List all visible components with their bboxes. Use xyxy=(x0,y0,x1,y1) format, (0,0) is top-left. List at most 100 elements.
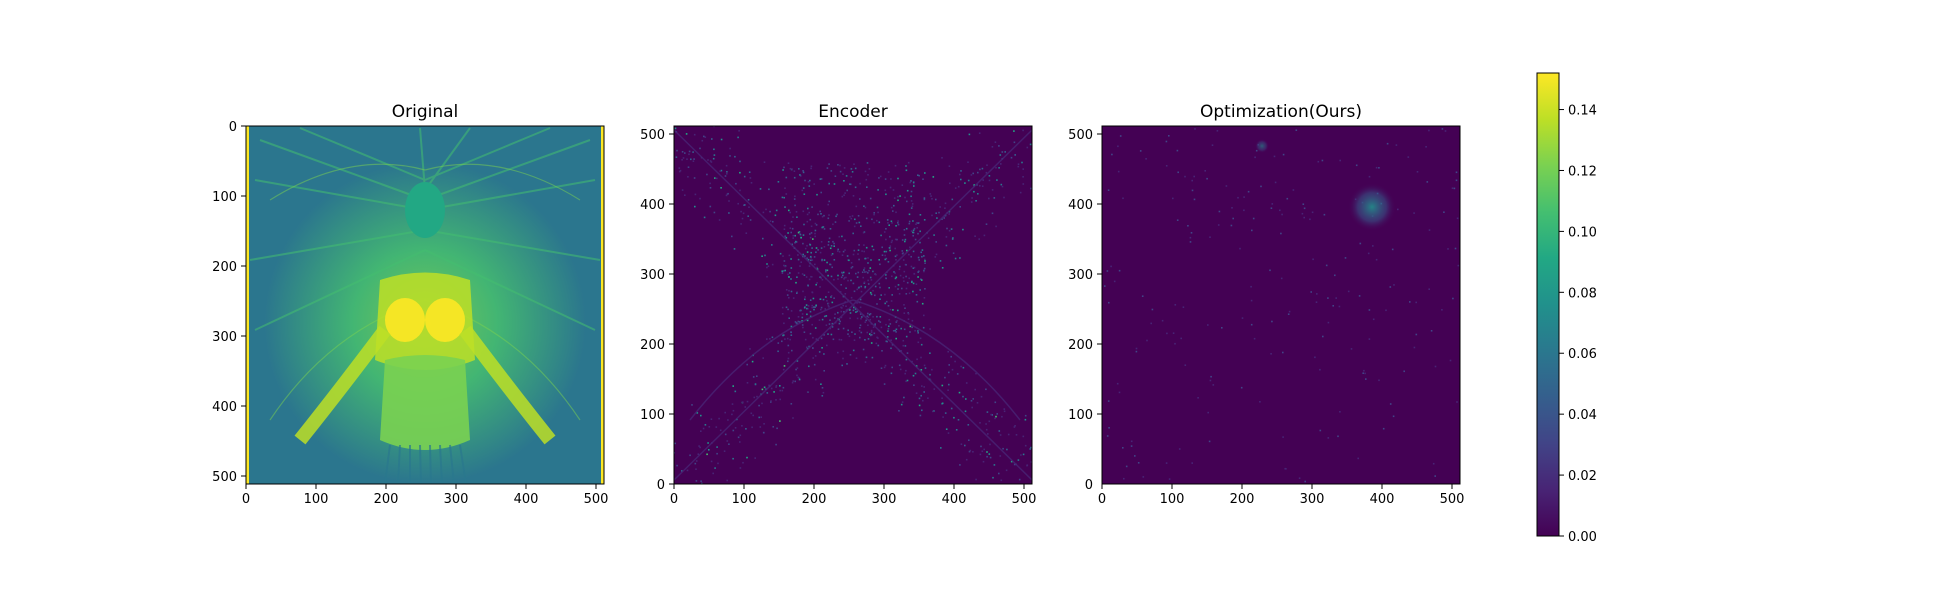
speckle xyxy=(812,238,814,240)
speckle xyxy=(726,440,729,442)
speckle xyxy=(1118,269,1121,272)
speckle xyxy=(906,379,909,382)
speckle xyxy=(883,231,886,233)
speckle xyxy=(1335,297,1337,299)
speckle xyxy=(866,315,869,318)
speckle xyxy=(857,271,860,274)
speckle xyxy=(890,241,893,244)
speckle xyxy=(763,423,765,425)
speckle xyxy=(831,326,834,328)
svg-text:100: 100 xyxy=(212,190,237,205)
speckle xyxy=(841,272,844,274)
speckle xyxy=(709,205,712,208)
speckle xyxy=(888,224,890,226)
speckle xyxy=(740,210,742,213)
speckle xyxy=(859,298,862,301)
speckle xyxy=(864,321,867,323)
speckle xyxy=(860,331,863,334)
speckle xyxy=(1455,171,1458,174)
speckle xyxy=(804,179,806,182)
speckle xyxy=(1206,177,1208,180)
speckle xyxy=(897,284,900,286)
speckle xyxy=(816,266,818,269)
speckle xyxy=(823,370,825,372)
speckle xyxy=(832,240,834,243)
speckle xyxy=(841,195,844,198)
speckle xyxy=(1428,229,1431,231)
speckle xyxy=(1004,151,1006,153)
speckle xyxy=(982,179,984,181)
speckle xyxy=(1279,209,1281,212)
speckle xyxy=(909,246,911,249)
speckle xyxy=(739,467,742,469)
speckle xyxy=(748,206,750,208)
speckle xyxy=(1359,242,1362,245)
speckle xyxy=(967,179,970,182)
speckle xyxy=(1151,308,1154,311)
speckle xyxy=(962,228,964,231)
speckle xyxy=(781,389,784,392)
speckle xyxy=(788,296,790,299)
speckle xyxy=(972,451,974,453)
speckle xyxy=(769,220,772,222)
speckle xyxy=(920,279,923,281)
speckle xyxy=(913,185,915,187)
speckle xyxy=(798,377,801,380)
speckle xyxy=(707,159,709,161)
speckle xyxy=(1415,301,1417,304)
speckle xyxy=(892,330,895,332)
speckle xyxy=(905,169,908,172)
speckle xyxy=(738,130,740,132)
speckle xyxy=(923,197,926,199)
speckle xyxy=(842,304,844,307)
speckle xyxy=(924,288,926,290)
speckle xyxy=(924,262,926,264)
speckle xyxy=(988,175,991,177)
speckle xyxy=(877,211,879,214)
svg-text:200: 200 xyxy=(374,492,399,507)
speckle xyxy=(731,403,734,405)
speckle xyxy=(851,215,854,217)
speckle xyxy=(898,410,900,412)
colorbar: 0.000.020.040.060.080.100.120.14 xyxy=(1536,72,1597,545)
speckle xyxy=(984,492,986,494)
speckle xyxy=(786,294,789,296)
speckle xyxy=(1317,160,1320,163)
speckle xyxy=(791,381,794,384)
speckle xyxy=(793,170,796,172)
speckle xyxy=(1110,265,1112,268)
speckle xyxy=(761,388,764,391)
speckle xyxy=(737,436,740,439)
speckle xyxy=(808,365,810,368)
speckle xyxy=(783,166,785,169)
speckle xyxy=(782,169,784,171)
speckle xyxy=(865,217,868,220)
speckle xyxy=(693,177,696,179)
speckle xyxy=(855,357,858,359)
speckle xyxy=(676,103,678,105)
speckle xyxy=(843,311,845,313)
speckle xyxy=(923,364,926,367)
speckle xyxy=(828,237,831,240)
speckle xyxy=(766,266,768,269)
speckle xyxy=(869,318,871,321)
speckle xyxy=(859,198,861,200)
speckle xyxy=(989,456,992,459)
speckle xyxy=(699,197,701,200)
svg-text:200: 200 xyxy=(1230,492,1255,507)
speckle xyxy=(792,417,794,419)
speckle xyxy=(811,304,813,307)
speckle xyxy=(1176,219,1179,221)
speckle xyxy=(913,227,916,230)
speckle xyxy=(912,231,915,234)
speckle xyxy=(985,428,988,431)
speckle xyxy=(910,180,912,182)
speckle xyxy=(684,194,686,196)
speckle xyxy=(781,306,784,309)
speckle xyxy=(734,427,737,429)
speckle xyxy=(732,429,735,432)
speckle xyxy=(1363,369,1365,372)
speckle xyxy=(855,205,858,208)
speckle xyxy=(915,283,918,285)
speckle xyxy=(795,281,797,284)
